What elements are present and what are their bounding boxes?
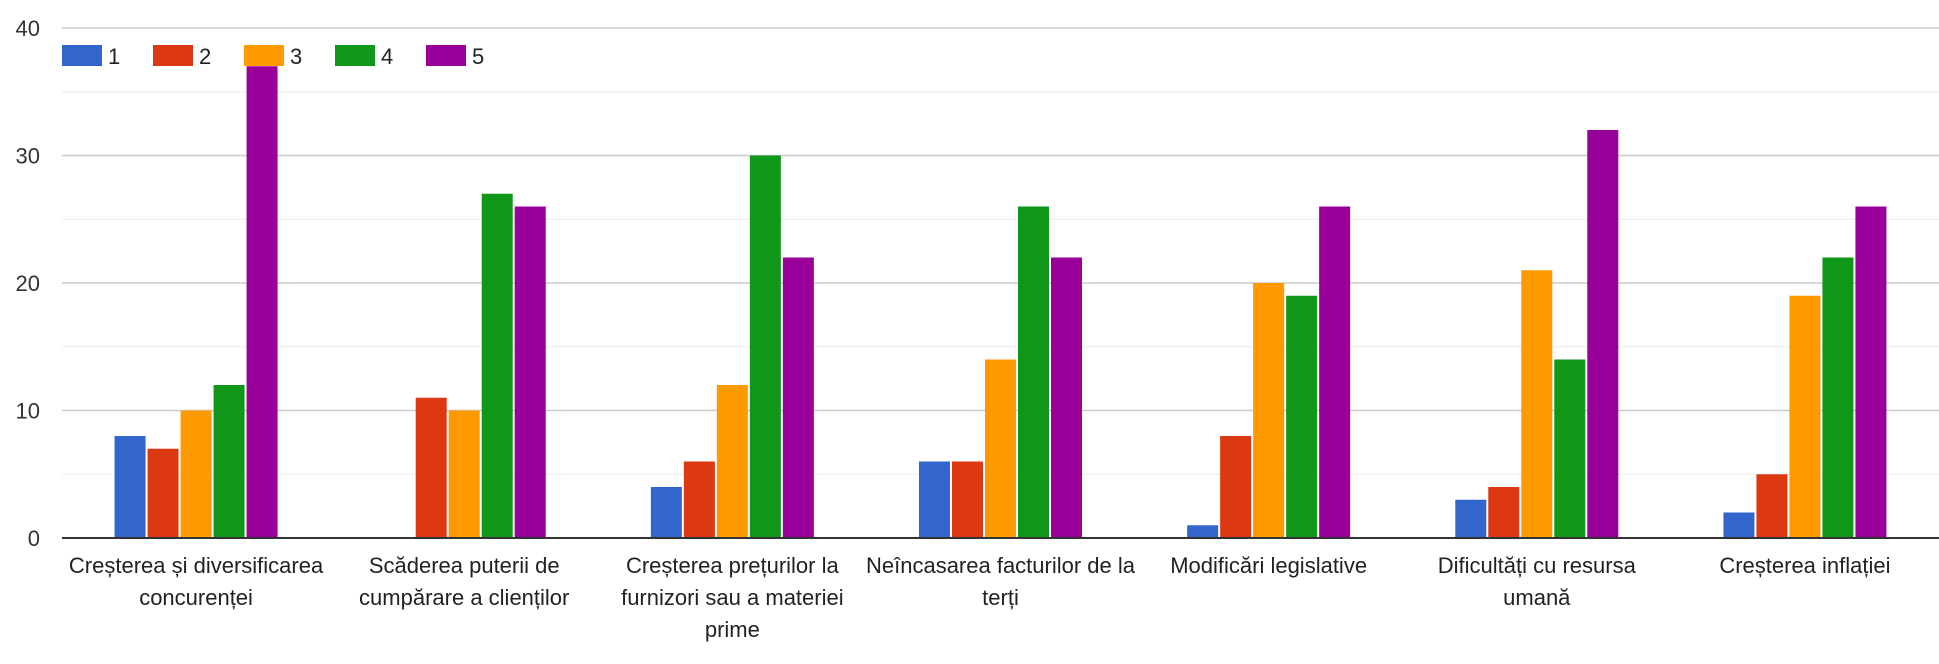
category-label: Creșterea și diversificarea concurenței <box>69 553 324 610</box>
legend-swatch-3 <box>244 45 284 66</box>
bar-series-4 <box>481 193 513 538</box>
bar-series-5 <box>1587 130 1619 538</box>
bar-series-3 <box>180 410 212 538</box>
y-tick-label: 30 <box>16 144 40 169</box>
bar-series-2 <box>952 461 983 538</box>
bar-series-1 <box>650 487 682 538</box>
bar-series-1 <box>1187 525 1219 538</box>
legend-label-2: 2 <box>199 44 211 69</box>
legend-swatch-2 <box>153 45 193 66</box>
legend-swatch-4 <box>335 45 375 66</box>
bar-series-3 <box>716 385 748 538</box>
category-label: Neîncasarea facturilor de la terți <box>866 553 1136 610</box>
category-label: Scăderea puterii de cumpărare a cliențilo… <box>359 553 569 610</box>
bar-series-3 <box>1789 295 1821 538</box>
bar-series-5 <box>1855 206 1887 538</box>
bar-series-1 <box>114 436 146 538</box>
legend: 1 2 3 4 5 <box>62 44 484 69</box>
bar-series-2 <box>1488 487 1520 538</box>
bar-series-5 <box>246 66 278 538</box>
category-label-line: cumpărare a clienților <box>359 585 569 610</box>
y-tick-label: 20 <box>16 271 40 296</box>
legend-label-1: 1 <box>108 44 120 69</box>
category-label-line: Modificări legislative <box>1170 553 1367 578</box>
y-tick-label: 10 <box>16 399 40 424</box>
bar-series-2 <box>1220 436 1252 538</box>
bar-series-1 <box>1455 499 1487 538</box>
bar-series-4 <box>1822 257 1854 538</box>
category-label-line: Creșterea și diversificarea <box>69 553 324 578</box>
legend-label-4: 4 <box>381 44 393 69</box>
gridlines <box>62 27 1939 475</box>
category-label: Creșterea prețurilor la furnizori sau a m… <box>621 553 844 642</box>
bar-series-3 <box>1521 270 1553 538</box>
bar-series-4 <box>1018 206 1049 538</box>
category-label: Dificultăți cu resursa umană <box>1438 553 1637 610</box>
category-label-line: prime <box>705 617 760 642</box>
category-label-line: Neîncasarea facturilor de la <box>866 553 1136 578</box>
category-label: Modificări legislative <box>1170 553 1367 578</box>
category-label-line: Scăderea puterii de <box>369 553 560 578</box>
bar-series-2 <box>147 448 179 538</box>
category-label: Creșterea inflației <box>1719 553 1890 578</box>
bar-series-3 <box>1253 283 1285 538</box>
legend-swatch-5 <box>426 45 466 66</box>
category-label-line: Creșterea prețurilor la <box>626 553 840 578</box>
y-axis-tick-labels: 0 10 20 30 40 <box>16 16 40 551</box>
bar-series-5 <box>782 257 814 538</box>
y-tick-label: 40 <box>16 16 40 41</box>
bar-series-3 <box>448 410 480 538</box>
bar-series-1 <box>919 461 950 538</box>
bar-series-2 <box>1756 474 1788 538</box>
category-label-line: furnizori sau a materiei <box>621 585 844 610</box>
category-label-line: Dificultăți cu resursa <box>1438 553 1637 578</box>
bar-series-3 <box>985 359 1016 538</box>
bar-series-5 <box>1319 206 1351 538</box>
category-label-line: concurenței <box>139 585 253 610</box>
category-labels: Creșterea și diversificarea concurenței Sc… <box>69 553 1891 642</box>
bar-series-4 <box>749 155 781 538</box>
bar-series-5 <box>1051 257 1082 538</box>
legend-label-3: 3 <box>290 44 302 69</box>
legend-label-5: 5 <box>472 44 484 69</box>
y-tick-label: 0 <box>28 526 40 551</box>
category-label-line: terți <box>982 585 1019 610</box>
category-label-line: umană <box>1503 585 1571 610</box>
legend-swatch-1 <box>62 45 102 66</box>
bar-series-1 <box>1723 512 1755 538</box>
bar-series-4 <box>213 385 245 538</box>
bar-series-5 <box>514 206 546 538</box>
bar-series-2 <box>683 461 715 538</box>
bar-series-4 <box>1554 359 1586 538</box>
bar-series-2 <box>415 397 447 538</box>
category-label-line: Creșterea inflației <box>1719 553 1890 578</box>
bar-series-4 <box>1286 295 1318 538</box>
bars <box>114 66 1887 538</box>
